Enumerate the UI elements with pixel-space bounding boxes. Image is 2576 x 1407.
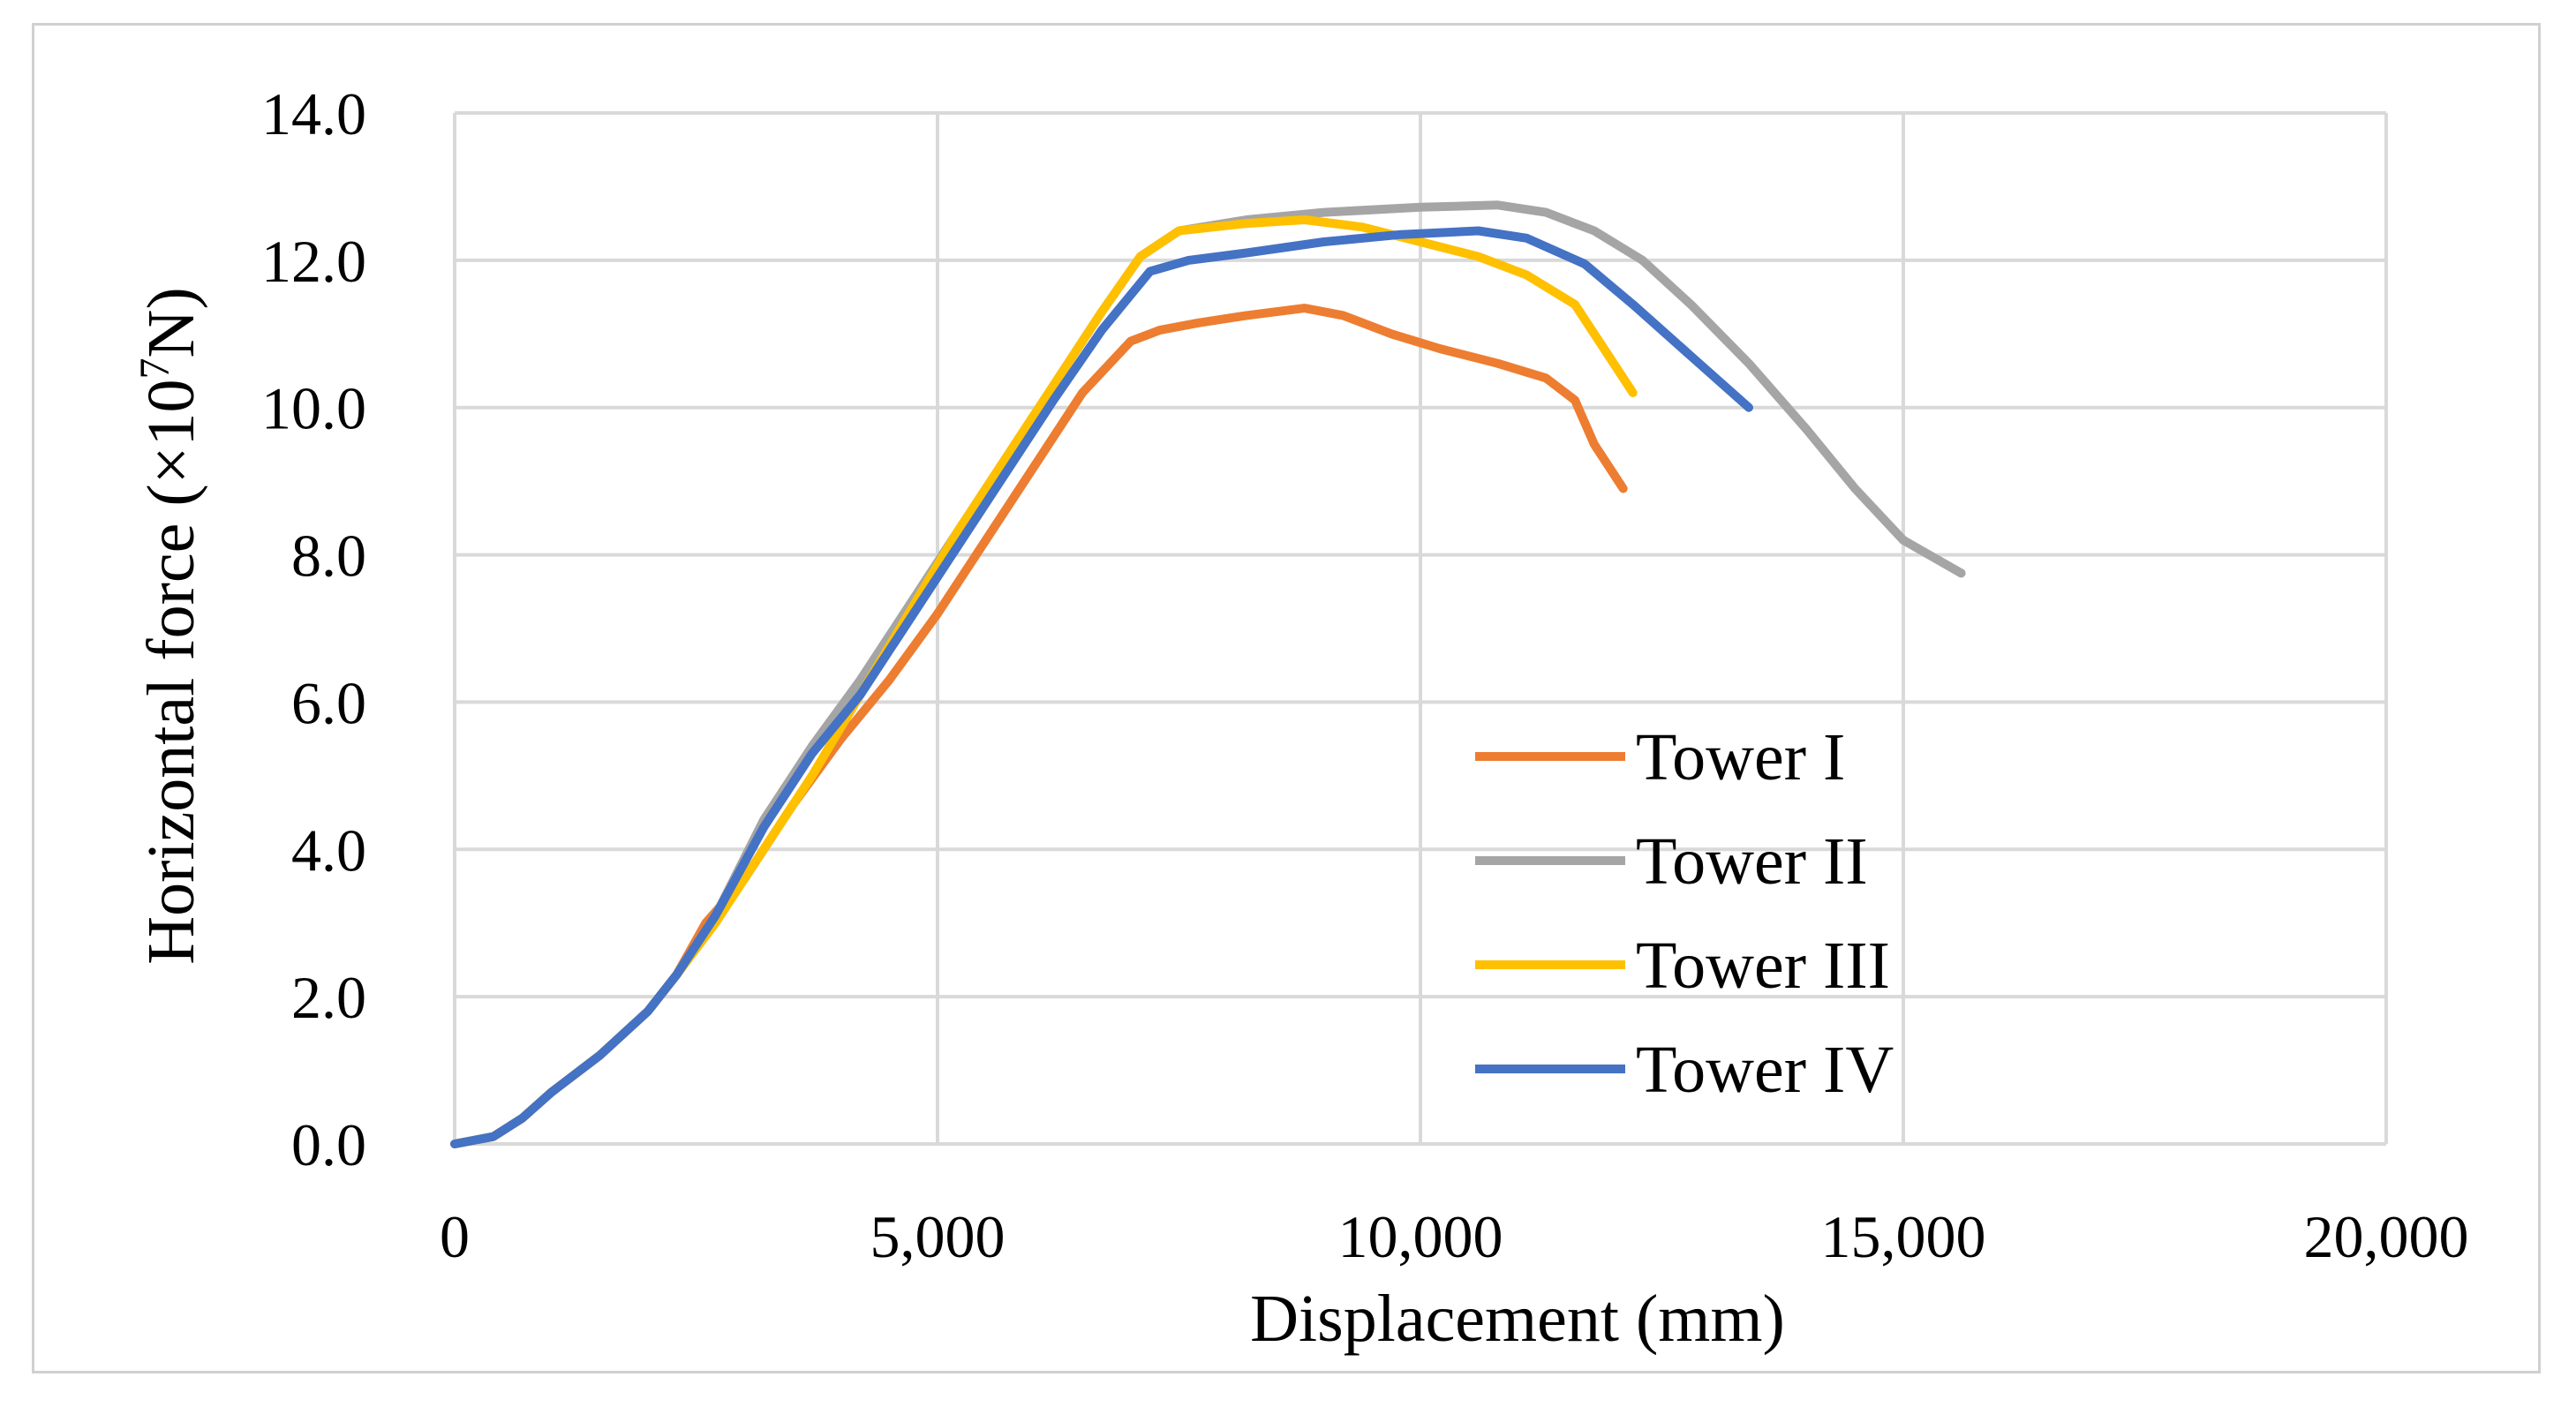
y-tick-label: 12.0 xyxy=(261,228,366,295)
x-axis-title: Displacement (mm) xyxy=(1250,1282,1785,1356)
legend-label: Tower IV xyxy=(1636,1033,1894,1107)
chart-frame: 0.0 2.0 4.0 6.0 8.0 10.0 12.0 14.0 0 5,000 10,000 1… xyxy=(32,23,2541,1373)
y-tick-label: 8.0 xyxy=(291,523,366,590)
y-tick-label: 0.0 xyxy=(291,1111,366,1178)
series-line-tower-iii xyxy=(450,215,1638,1148)
series-line-tower-iv xyxy=(450,226,1753,1148)
legend-label: Tower II xyxy=(1636,824,1868,899)
legend-label: Tower III xyxy=(1636,929,1890,1003)
series-line-tower-ii xyxy=(450,200,1966,1148)
y-tick-label: 10.0 xyxy=(261,375,366,442)
gridlines xyxy=(453,111,2388,1146)
y-tick-label: 14.0 xyxy=(261,80,366,147)
x-tick-label: 10,000 xyxy=(1338,1203,1503,1270)
x-tick-label: 5,000 xyxy=(870,1203,1006,1270)
y-tick-label: 2.0 xyxy=(291,964,366,1031)
x-tick-label: 15,000 xyxy=(1821,1203,1986,1270)
legend: Tower I Tower II Tower III Tower IV xyxy=(1475,720,1894,1107)
y-axis-title-suffix: N) xyxy=(134,287,208,357)
series-line-tower-i xyxy=(450,304,1628,1148)
y-tick-label: 4.0 xyxy=(291,816,366,884)
y-axis-title-superscript: 7 xyxy=(132,357,178,379)
y-tick-label: 6.0 xyxy=(291,669,366,736)
legend-label: Tower I xyxy=(1636,720,1845,794)
x-tick-label: 0 xyxy=(440,1203,470,1270)
tick-labels: 0.0 2.0 4.0 6.0 8.0 10.0 12.0 14.0 0 5,000 10,000 1… xyxy=(261,80,2469,1270)
x-tick-label: 20,000 xyxy=(2304,1203,2469,1270)
line-chart: 0.0 2.0 4.0 6.0 8.0 10.0 12.0 14.0 0 5,000 10,000 1… xyxy=(132,80,2469,1356)
y-axis-title-prefix: Horizontal force (×10 xyxy=(134,379,208,964)
series-lines xyxy=(450,200,1966,1148)
y-axis-title: Horizontal force (×107N) xyxy=(132,287,208,964)
